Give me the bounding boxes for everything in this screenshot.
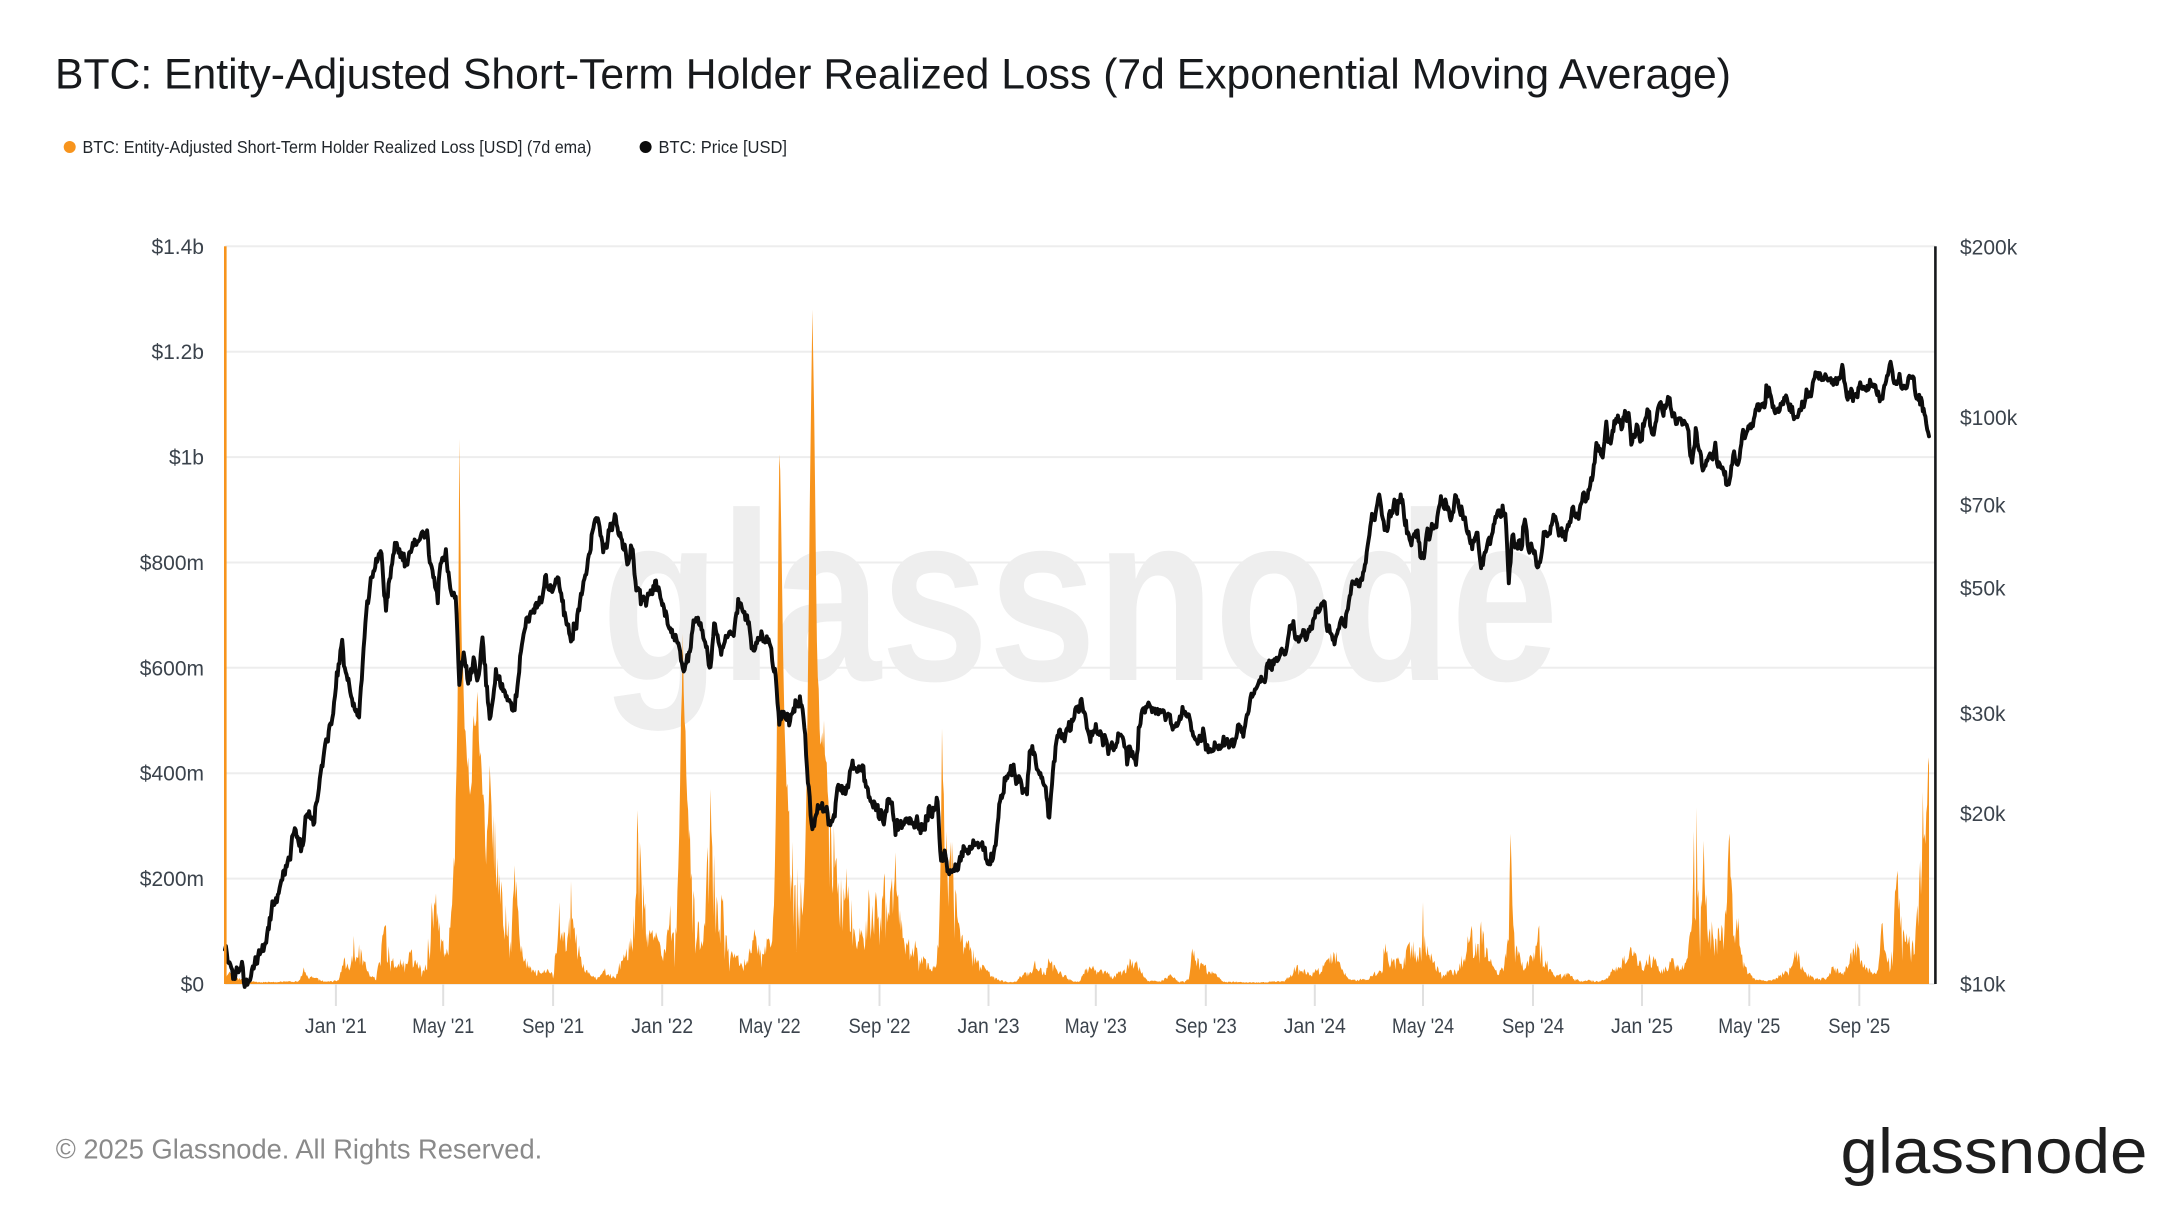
svg-text:$100k: $100k [1960,407,2018,430]
svg-text:$1b: $1b [169,447,204,470]
svg-text:$30k: $30k [1960,703,2006,726]
svg-text:Sep '24: Sep '24 [1502,1015,1564,1038]
svg-text:Sep '22: Sep '22 [849,1015,911,1038]
svg-text:$400m: $400m [140,763,204,786]
svg-text:Jan '25: Jan '25 [1611,1015,1673,1038]
svg-text:May '24: May '24 [1392,1015,1454,1038]
svg-text:$200k: $200k [1960,236,2018,259]
svg-text:Jan '21: Jan '21 [305,1015,367,1038]
svg-text:May '23: May '23 [1065,1015,1127,1038]
svg-text:$800m: $800m [140,552,204,575]
svg-text:May '25: May '25 [1718,1015,1780,1038]
svg-text:$70k: $70k [1960,495,2006,518]
svg-text:glassnode: glassnode [602,463,1559,731]
svg-text:$1.4b: $1.4b [151,236,204,259]
svg-text:$600m: $600m [140,657,204,680]
svg-text:$1.2b: $1.2b [151,341,204,364]
svg-text:Sep '21: Sep '21 [522,1015,584,1038]
svg-text:BTC: Entity-Adjusted Short-Ter: BTC: Entity-Adjusted Short-Term Holder R… [83,137,592,157]
svg-text:May '22: May '22 [739,1015,801,1038]
svg-text:BTC: Price [USD]: BTC: Price [USD] [659,137,788,157]
svg-text:BTC: Entity-Adjusted Short-Ter: BTC: Entity-Adjusted Short-Term Holder R… [55,51,1731,99]
svg-text:glassnode: glassnode [1841,1117,2148,1187]
svg-text:May '21: May '21 [412,1015,474,1038]
svg-text:$20k: $20k [1960,803,2006,826]
svg-text:Sep '23: Sep '23 [1175,1015,1237,1038]
svg-text:Jan '23: Jan '23 [958,1015,1020,1038]
svg-text:© 2025 Glassnode. All Rights R: © 2025 Glassnode. All Rights Reserved. [56,1133,543,1164]
svg-text:$200m: $200m [140,868,204,891]
svg-text:$0: $0 [181,974,204,997]
svg-text:Jan '22: Jan '22 [631,1015,693,1038]
svg-text:Jan '24: Jan '24 [1284,1015,1346,1038]
svg-text:$50k: $50k [1960,578,2006,601]
svg-text:$10k: $10k [1960,974,2006,997]
svg-text:Sep '25: Sep '25 [1828,1015,1890,1038]
